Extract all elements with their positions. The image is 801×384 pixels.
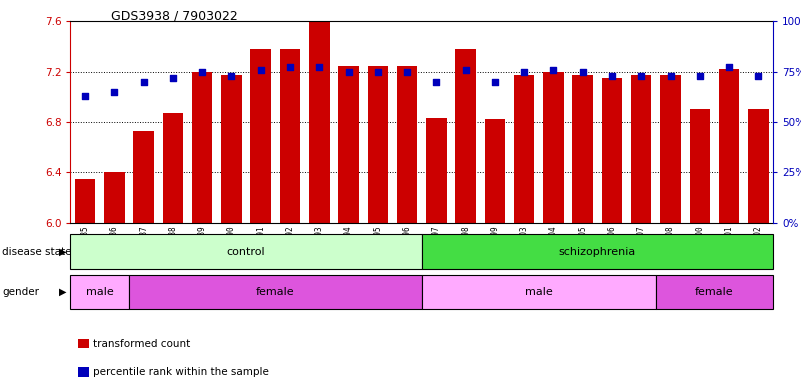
Text: ▶: ▶ [59,287,66,297]
Point [752,73,765,79]
Point [167,74,179,81]
Point [372,68,384,74]
Text: disease state: disease state [2,247,72,257]
Bar [422,275,656,309]
Point [342,68,355,74]
Text: transformed count: transformed count [93,339,190,349]
Bar [573,75,593,223]
Bar [396,66,417,223]
Point [664,73,677,79]
Point [284,65,296,71]
Bar [70,275,129,309]
Point [606,73,618,79]
Text: percentile rank within the sample: percentile rank within the sample [93,367,269,377]
Bar [543,71,564,223]
Bar [602,78,622,223]
Text: ▶: ▶ [59,247,66,257]
Point [108,89,121,95]
Text: GDS3938 / 7903022: GDS3938 / 7903022 [111,10,237,23]
Bar [104,172,125,223]
Point [489,79,501,85]
Bar [129,275,421,309]
Text: gender: gender [2,287,39,297]
Point [78,93,91,99]
Bar [70,234,422,269]
Point [225,73,238,79]
Point [400,68,413,74]
Point [723,65,735,71]
Point [255,66,268,73]
Point [313,65,326,71]
Point [430,79,443,85]
Point [137,79,150,85]
Bar [656,275,773,309]
Text: male: male [525,287,553,297]
Bar [456,49,476,223]
Bar [718,69,739,223]
Point [195,68,208,74]
Bar [338,66,359,223]
Bar [422,234,773,269]
Bar [690,109,710,223]
Point [694,73,706,79]
Bar [426,118,447,223]
Bar [134,131,154,223]
Text: female: female [256,287,295,297]
Bar [163,113,183,223]
Bar [280,49,300,223]
Bar [660,75,681,223]
Bar [309,21,329,223]
Bar [631,75,651,223]
Text: female: female [695,287,734,297]
Point [517,68,530,74]
Point [635,73,648,79]
Bar [368,66,388,223]
Point [459,66,472,73]
Text: control: control [227,247,265,257]
Point [547,66,560,73]
Bar [514,75,534,223]
Point [576,68,589,74]
Bar [192,71,212,223]
Bar [748,109,769,223]
Bar [251,49,271,223]
Bar [74,179,95,223]
Bar [221,75,242,223]
Text: schizophrenia: schizophrenia [559,247,636,257]
Bar [485,119,505,223]
Text: male: male [86,287,114,297]
